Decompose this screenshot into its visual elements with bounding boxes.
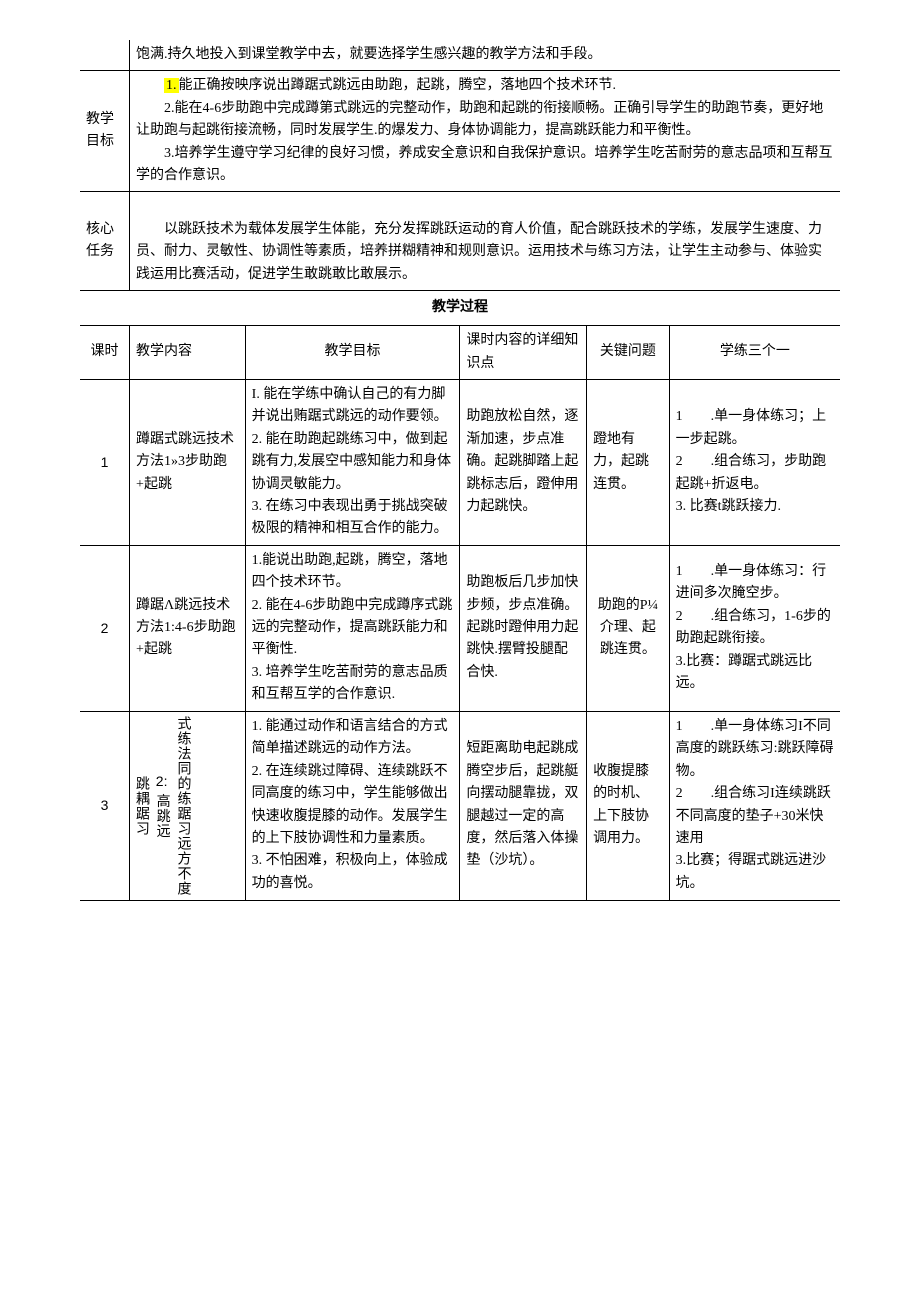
lesson-key-1: 蹬地有力，起跳连贯。 <box>587 380 670 546</box>
continuation-row: 饱满.持久地投入到课堂教学中去，就要选择学生感兴趣的教学方法和手段。 <box>80 40 840 71</box>
goals-label: 教学目标 <box>80 71 130 192</box>
goals-p1-rest: 能正确按映序说出蹲踞式跳远由助跑，起跳，腾空，落地四个技术环节. <box>179 78 617 93</box>
lesson-goal-3: 1. 能通过动作和语言结合的方式简单描述跳远的动作方法。 2. 在连续跳过障碍、… <box>245 711 460 900</box>
lesson-content-3: 跳耦踞习 2: 高跳远 式练法同的练踞习远方不度 <box>130 711 246 900</box>
process-title-row: 教学过程 <box>80 290 840 325</box>
continuation-text: 饱满.持久地投入到课堂教学中去，就要选择学生感兴趣的教学方法和手段。 <box>130 40 840 71</box>
lesson-row-1: 1 蹲踞式跳远技术方法1»3步助跑+起跳 I. 能在学练中确认自己的有力脚并说出… <box>80 380 840 546</box>
row3-col-c: 式练法同的练踞习远方不度 <box>174 716 191 896</box>
row3-col-b: 2: 高跳远 <box>153 773 170 839</box>
goals-row: 教学目标 1.能正确按映序说出蹲踞式跳远由助跑，起跳，腾空，落地四个技术环节. … <box>80 71 840 192</box>
goals-p2: 2.能在4-6步助跑中完成蹲第式跳远的完整动作，助跑和起跳的衔接顺畅。正确引导学… <box>136 98 834 143</box>
header-goal: 教学目标 <box>245 326 460 380</box>
header-detail: 课时内容的详细知识点 <box>460 326 587 380</box>
goals-content: 1.能正确按映序说出蹲踞式跳远由助跑，起跳，腾空，落地四个技术环节. 2.能在4… <box>130 71 840 192</box>
core-content: 以跳跃技术为载体发展学生体能，充分发挥跳跃运动的育人价值，配合跳跃技术的学练，发… <box>130 192 840 291</box>
lesson-num-1: 1 <box>80 380 130 546</box>
lesson-num-3: 3 <box>80 711 130 900</box>
lesson-plan-table: 饱满.持久地投入到课堂教学中去，就要选择学生感兴趣的教学方法和手段。 教学目标 … <box>80 40 840 901</box>
lesson-detail-3: 短距离助电起跳成腾空步后，起跳艇向摆动腿靠拢，双腿越过一定的高度，然后落入体操垫… <box>460 711 587 900</box>
core-label: 核心任务 <box>80 192 130 291</box>
lesson-detail-2: 助跑板后几步加快步频，步点准确。起跳时蹬伸用力起跳快.摆臂投腿配合快. <box>460 545 587 711</box>
lesson-content-1: 蹲踞式跳远技术方法1»3步助跑+起跳 <box>130 380 246 546</box>
empty-cell <box>80 40 130 71</box>
header-lesson: 课时 <box>80 326 130 380</box>
lesson-row-3: 3 跳耦踞习 2: 高跳远 式练法同的练踞习远方不度 1. 能通过动作和语言结合的… <box>80 711 840 900</box>
lesson-practice-3: 1 .单一身体练习I不同高度的跳跃练习:跳跃障碍物。 2 .组合练习I连续跳跃不… <box>669 711 840 900</box>
row3-col-b-num: 2: <box>156 773 168 790</box>
lesson-goal-1: I. 能在学练中确认自己的有力脚并说出贿踞式跳远的动作要领。 2. 能在助跑起跳… <box>245 380 460 546</box>
lesson-content-2: 蹲踞Λ跳远技术方法1:4-6步助跑+起跳 <box>130 545 246 711</box>
lesson-row-2: 2 蹲踞Λ跳远技术方法1:4-6步助跑+起跳 1.能说出助跑,起跳，腾空，落地四… <box>80 545 840 711</box>
core-text: 以跳跃技术为载体发展学生体能，充分发挥跳跃运动的育人价值，配合跳跃技术的学练，发… <box>136 219 834 286</box>
lesson-key-3: 收腹提膝的时机、上下肢协调用力。 <box>587 711 670 900</box>
lesson-practice-1: 1 .单一身体练习；上一步起跳。 2 .组合练习，步助跑起跳+折返电。 3. 比… <box>669 380 840 546</box>
goals-highlight: 1. <box>164 78 179 93</box>
lesson-goal-2: 1.能说出助跑,起跳，腾空，落地四个技术环节。 2. 能在4-6步助跑中完成蹲序… <box>245 545 460 711</box>
lesson-key-2: 助跑的P¼介理、起跳连贯。 <box>587 545 670 711</box>
row3-col-a: 跳耦踞习 <box>132 776 149 836</box>
core-row: 核心任务 以跳跃技术为载体发展学生体能，充分发挥跳跃运动的育人价值，配合跳跃技术… <box>80 192 840 291</box>
lesson-practice-2: 1 .单一身体练习：行进间多次腌空步。 2 .组合练习，1-6步的助跑起跳衔接。… <box>669 545 840 711</box>
lesson-num-2: 2 <box>80 545 130 711</box>
process-title: 教学过程 <box>80 290 840 325</box>
header-content: 教学内容 <box>130 326 246 380</box>
lesson-detail-1: 助跑放松自然，逐渐加速，步点准确。起跳脚踏上起跳标志后，蹬伸用力起跳快。 <box>460 380 587 546</box>
row3-col-b-rest: 高跳远 <box>155 793 170 838</box>
header-practice: 学练三个一 <box>669 326 840 380</box>
goals-p3: 3.培养学生遵守学习纪律的良好习惯，养成安全意识和自我保护意识。培养学生吃苦耐劳… <box>136 143 834 188</box>
header-key: 关键问题 <box>587 326 670 380</box>
process-header-row: 课时 教学内容 教学目标 课时内容的详细知识点 关键问题 学练三个一 <box>80 326 840 380</box>
